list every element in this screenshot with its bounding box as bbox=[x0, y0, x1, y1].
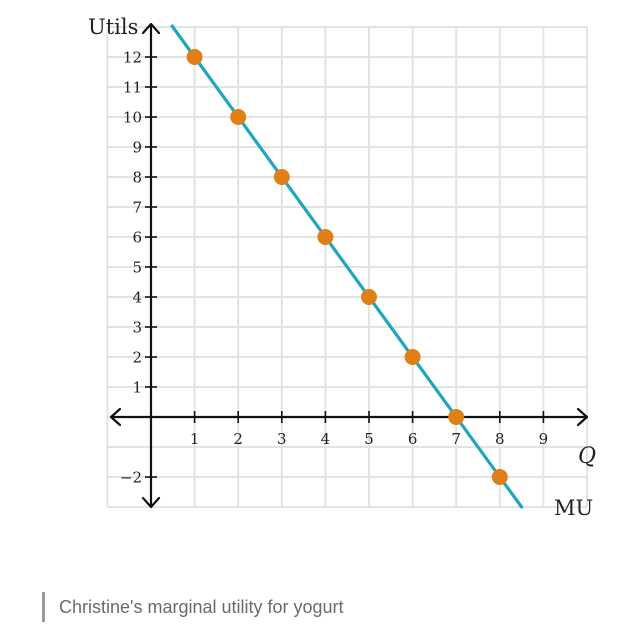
series bbox=[170, 24, 524, 509]
y-axis-label: Utils bbox=[88, 15, 138, 39]
y-tick-label: 5 bbox=[132, 259, 142, 277]
y-tick-label: 8 bbox=[132, 169, 142, 187]
y-tick-label: −2 bbox=[120, 469, 142, 487]
y-tick-label: 3 bbox=[132, 319, 142, 337]
x-axis-arrow-right bbox=[576, 407, 589, 427]
mu-point bbox=[317, 229, 334, 245]
y-tick-label: 11 bbox=[123, 79, 142, 97]
x-tick-label: 4 bbox=[321, 430, 331, 448]
axes bbox=[109, 22, 589, 509]
chart-caption: Christine's marginal utility for yogurt bbox=[42, 592, 344, 622]
mu-point bbox=[230, 109, 247, 125]
y-axis-arrow-down bbox=[141, 496, 161, 509]
mu-line bbox=[170, 24, 524, 509]
mu-point bbox=[361, 289, 377, 305]
x-axis-arrow-left bbox=[109, 407, 122, 427]
y-tick-label: 2 bbox=[132, 349, 142, 367]
x-tick-label: 2 bbox=[233, 430, 243, 448]
caption-bar bbox=[42, 592, 45, 622]
x-tick-label: 5 bbox=[364, 430, 374, 448]
mu-point bbox=[448, 409, 465, 425]
series-label-mu: MU bbox=[554, 496, 593, 520]
y-tick-label: 7 bbox=[132, 199, 142, 217]
mu-point bbox=[491, 469, 508, 485]
x-tick-label: 3 bbox=[277, 430, 287, 448]
y-tick-label: 4 bbox=[132, 289, 142, 307]
mu-point bbox=[273, 169, 290, 185]
x-tick-label: 8 bbox=[495, 430, 505, 448]
y-tick-label: 12 bbox=[123, 49, 142, 67]
mu-point bbox=[404, 349, 421, 365]
x-tick-label: 9 bbox=[539, 430, 549, 448]
y-tick-label: 1 bbox=[132, 379, 142, 397]
x-tick-label: 1 bbox=[190, 430, 200, 448]
x-tick-label: 7 bbox=[451, 430, 461, 448]
x-axis-label: Q bbox=[578, 444, 596, 469]
y-tick-label: 10 bbox=[123, 109, 142, 127]
y-tick-label: 9 bbox=[132, 139, 142, 157]
caption-text: Christine's marginal utility for yogurt bbox=[59, 596, 344, 617]
y-axis-arrow-up bbox=[141, 22, 161, 35]
x-tick-label: 6 bbox=[408, 430, 418, 448]
mu-point bbox=[186, 49, 203, 65]
y-tick-label: 6 bbox=[132, 229, 142, 247]
